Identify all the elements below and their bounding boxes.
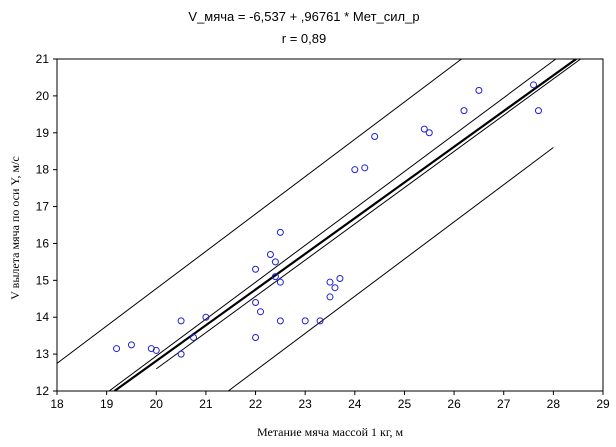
x-tick-label: 20: [150, 397, 164, 411]
x-axis-label: Метание мяча массой 1 кг, м: [257, 425, 404, 439]
plot-frame: [56, 58, 604, 392]
y-tick-label: 18: [36, 163, 50, 177]
data-point: [276, 228, 284, 236]
y-tick-label: 12: [36, 384, 50, 398]
data-point: [420, 125, 428, 133]
data-point: [326, 278, 334, 286]
prediction-band-lower: [227, 147, 554, 391]
data-point: [271, 273, 279, 281]
x-tick-label: 18: [50, 397, 64, 411]
prediction-band-upper: [57, 59, 462, 364]
regression-line: [113, 59, 577, 391]
y-tick-label: 19: [36, 126, 50, 140]
data-point: [113, 345, 121, 353]
x-tick-label: 21: [199, 397, 213, 411]
x-tick-label: 24: [348, 397, 362, 411]
chart-subtitle: r = 0,89: [282, 31, 326, 46]
x-tick-label: 29: [596, 397, 610, 411]
data-point: [331, 284, 339, 292]
data-point: [252, 298, 260, 306]
y-tick-label: 16: [36, 236, 50, 250]
chart-title: V_мяча = -6,537 + ,96761 * Мет_сил_р: [188, 9, 419, 24]
data-point: [301, 317, 309, 325]
confidence-band-upper: [108, 59, 557, 391]
data-point: [190, 334, 197, 342]
y-tick-label: 13: [36, 347, 50, 361]
x-tick-label: 23: [299, 397, 313, 411]
data-point: [336, 274, 344, 282]
data-point: [475, 86, 483, 94]
data-point: [460, 107, 468, 115]
y-tick-label: 17: [36, 200, 50, 214]
data-point: [266, 251, 274, 259]
data-point: [326, 293, 334, 301]
y-axis-label: V вылета мяча по оси Y, м/с: [8, 156, 22, 300]
data-point: [351, 166, 359, 174]
data-point: [316, 317, 324, 325]
y-tick-label: 14: [36, 310, 50, 324]
x-tick-label: 27: [497, 397, 511, 411]
data-point: [127, 341, 135, 349]
data-point: [371, 132, 379, 140]
data-point: [252, 265, 260, 273]
x-tick-label: 26: [447, 397, 461, 411]
x-tick-label: 25: [398, 397, 412, 411]
x-tick-label: 22: [249, 397, 263, 411]
data-point: [530, 81, 538, 89]
data-point: [202, 313, 210, 321]
data-point: [257, 308, 265, 316]
y-tick-label: 15: [36, 273, 50, 287]
data-point: [177, 350, 185, 358]
data-point: [276, 317, 284, 325]
y-tick-label: 21: [36, 52, 50, 66]
x-tick-label: 19: [100, 397, 114, 411]
confidence-band-lower: [155, 59, 581, 370]
y-tick-label: 20: [36, 89, 50, 103]
plot-area: 18 19 20 21 22 23 24 25 26 27 28 29 12 13 14 15 16 17 18 19…: [36, 52, 610, 411]
x-tick-label: 28: [547, 397, 561, 411]
data-point: [425, 129, 433, 137]
data-point: [252, 334, 260, 342]
data-point: [276, 278, 284, 286]
data-point: [361, 164, 369, 172]
data-point: [177, 317, 185, 325]
data-point: [152, 346, 160, 354]
data-point: [534, 107, 542, 115]
data-point: [271, 258, 279, 266]
